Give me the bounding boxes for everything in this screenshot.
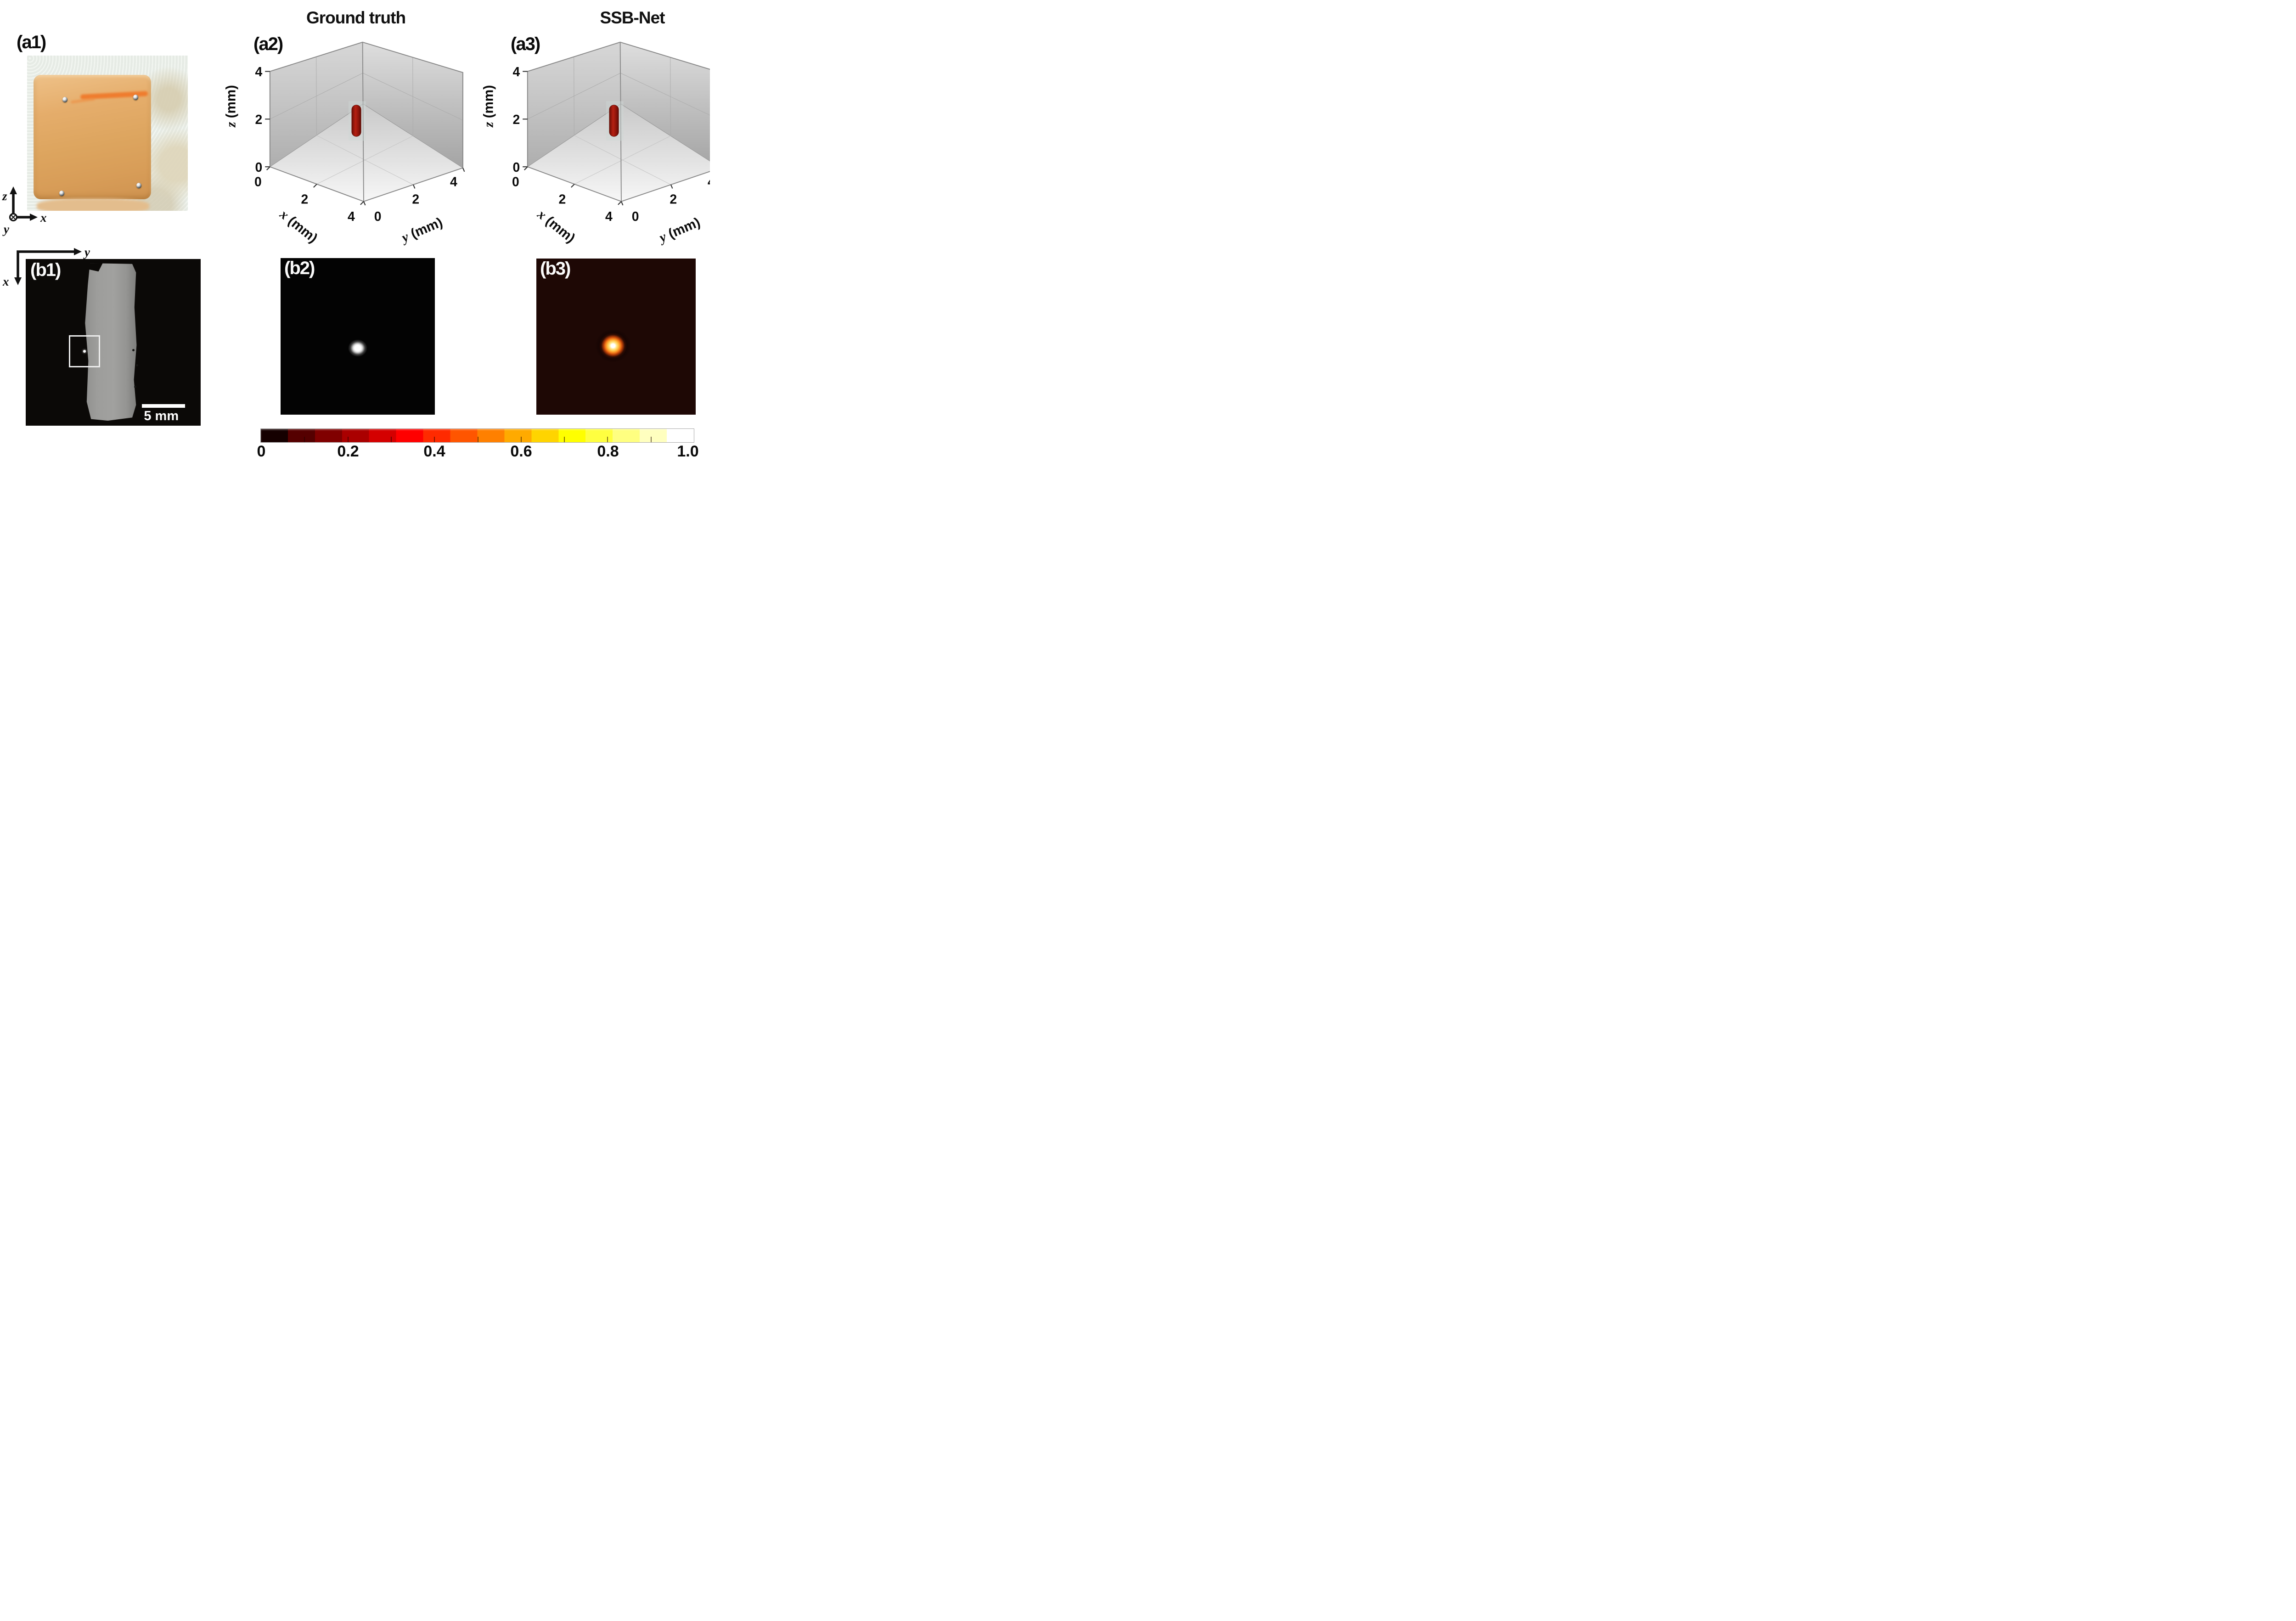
cube-gridlines <box>270 56 463 185</box>
scale-bar <box>142 404 186 408</box>
cube-center-edge <box>619 42 622 202</box>
colorbar-minor-tick <box>520 437 522 442</box>
plot3d-a2-ground-truth: 4 2 0 z(mm) 0 2 4 x(mm) 0 2 4 y(mm) <box>223 41 465 246</box>
colorbar-minor-tick <box>650 437 652 442</box>
heatmap-panel-b3: (b3) <box>536 259 696 415</box>
cube-center-edge <box>362 42 364 202</box>
photo-a1-tissue-sample <box>27 56 188 211</box>
x-arrowhead-icon <box>30 214 38 221</box>
colorbar-minor-tick <box>347 437 349 442</box>
y-tick-label: 2 <box>670 192 677 207</box>
axis-letter-y: y <box>2 222 10 236</box>
panel-label-b1: (b1) <box>30 260 61 280</box>
y-tick-label: 0 <box>632 209 639 224</box>
colorbar-tick-label: 1.0 <box>677 443 699 460</box>
ultrasound-panel-b1: (b1) 5 mm <box>26 259 201 426</box>
panel-label-b2: (b2) <box>284 258 315 278</box>
colorbar-tick-label: 0.8 <box>597 443 619 460</box>
cube-gridlines <box>527 56 710 185</box>
b1-axes-lines <box>17 250 75 279</box>
z-tick-label: 4 <box>255 65 263 79</box>
y-arrowhead-icon <box>74 248 82 255</box>
x-arrowhead-icon <box>14 277 22 285</box>
reconstructed-target-rod <box>609 105 619 137</box>
y-tick-label: 0 <box>374 209 382 224</box>
z-tick-label: 2 <box>255 113 263 127</box>
colorbar-minor-tick <box>304 437 305 442</box>
colorbar-tick-label: 0 <box>257 443 266 460</box>
y-into-page-cross <box>11 214 16 220</box>
z-tick-label: 0 <box>513 160 520 175</box>
colorbar-tick-label: 0.6 <box>510 443 532 460</box>
title-ssb-net: SSB-Net <box>600 8 665 27</box>
x-tick-label: 4 <box>605 209 613 224</box>
roi-box <box>68 335 100 367</box>
z-axis: 4 2 0 z(mm) <box>223 65 262 175</box>
x-axis-label: x(mm) <box>534 206 578 246</box>
coord-axes-b1: y x <box>2 245 90 288</box>
z-tick-label: 4 <box>513 65 520 79</box>
panel-label-a1: (a1) <box>17 32 46 52</box>
panel-label-a3: (a3) <box>511 34 540 54</box>
panel-label-a2: (a2) <box>253 34 283 54</box>
colorbar-minor-tick <box>607 437 608 442</box>
y-axis-label: y(mm) <box>656 214 703 246</box>
colorbar-tick-label: 0.4 <box>423 443 445 460</box>
pin-icon <box>62 96 68 102</box>
scale-bar-label: 5 mm <box>144 408 179 423</box>
axis-letter-y: y <box>83 245 90 259</box>
z-axis: 4 2 0 z(mm) <box>481 65 520 175</box>
figure-page: Ground truth SSB-Net (a1) z x y y x <box>0 0 710 478</box>
title-ground-truth: Ground truth <box>306 8 406 27</box>
x-tick-label: 2 <box>558 192 566 207</box>
axis-ticks <box>265 71 465 206</box>
z-axis-label: z(mm) <box>223 85 238 128</box>
panel-label-b3: (b3) <box>540 259 571 279</box>
y-axis-label: y(mm) <box>398 214 445 246</box>
y-tick-label: 2 <box>412 192 419 207</box>
plot3d-a3-ssb-net: 4 2 0 z(mm) 0 2 4 x(mm) 0 2 4 y(mm) <box>481 41 710 246</box>
heatmap-panel-b2: (b2) <box>281 258 435 415</box>
tissue-slab <box>85 263 137 421</box>
colorbar-minor-tick <box>434 437 435 442</box>
pin-icon <box>136 183 141 189</box>
slab-pit <box>132 349 135 352</box>
x-tick-label: 4 <box>348 209 355 224</box>
axis-letter-x: x <box>2 275 9 288</box>
cube-a3 <box>527 41 710 202</box>
colorbar-gradient <box>260 428 694 443</box>
z-tick-label: 0 <box>255 160 263 175</box>
x-tick-label: 0 <box>512 175 519 190</box>
axis-ticks <box>523 71 673 206</box>
pin-icon <box>133 94 138 100</box>
y-tick-label: 4 <box>450 175 457 190</box>
z-arrowhead-icon <box>10 186 17 194</box>
target-rod <box>351 105 361 137</box>
slab-notch <box>89 263 103 272</box>
cube-a2 <box>269 41 464 202</box>
x-axis-label: x(mm) <box>276 206 320 246</box>
heatmap-spot-b2 <box>348 339 367 357</box>
coord-axes-a1: z x y <box>2 186 47 236</box>
z-tick-label: 2 <box>513 113 520 127</box>
y-tick-label: 4 <box>708 175 710 190</box>
x-tick-label: 0 <box>254 175 262 190</box>
x-tick-label: 2 <box>301 192 308 207</box>
tissue-bottom-fringe <box>37 198 149 211</box>
slab-pit <box>134 385 137 388</box>
heatmap-spot-b3 <box>595 329 631 363</box>
axis-letter-x: x <box>40 211 47 225</box>
z-axis-label: z(mm) <box>481 85 496 128</box>
axis-letter-z: z <box>2 189 7 203</box>
colorbar-minor-tick <box>390 437 392 442</box>
slab-pit <box>136 364 139 366</box>
target-dot-b1 <box>83 349 86 353</box>
colorbar-tick-label: 0.2 <box>337 443 359 460</box>
pin-icon <box>59 191 64 197</box>
colorbar-minor-tick <box>564 437 565 442</box>
